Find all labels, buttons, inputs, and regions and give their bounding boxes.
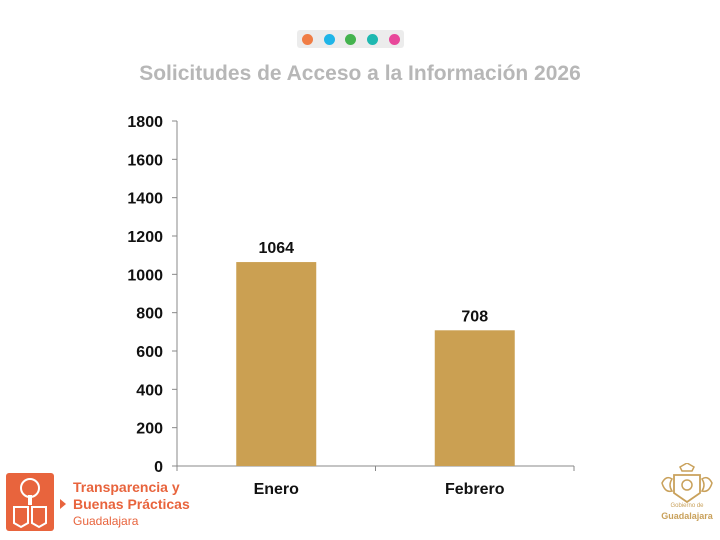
bar — [236, 262, 317, 466]
gobierno-label: Gobierno de — [670, 503, 704, 509]
dot-teal — [367, 34, 378, 45]
dot-green — [345, 34, 356, 45]
y-tick-label: 600 — [136, 344, 163, 361]
transparencia-emblem-icon — [6, 473, 54, 531]
dot-blue — [324, 34, 335, 45]
chart-title: Solicitudes de Acceso a la Información 2… — [139, 62, 581, 85]
bar — [434, 330, 515, 466]
play-arrow-icon — [60, 499, 66, 509]
category-label: Enero — [254, 481, 300, 498]
y-tick-label: 800 — [136, 306, 163, 323]
logo-line-1: Transparencia y — [73, 479, 180, 495]
coat-of-arms-icon — [661, 462, 713, 504]
category-label: Febrero — [445, 481, 505, 498]
y-tick-label: 200 — [136, 421, 163, 438]
y-tick-label: 1800 — [127, 114, 163, 131]
dot-orange — [302, 34, 313, 45]
y-tick-label: 400 — [136, 382, 163, 399]
transparencia-logo: Transparencia y Buenas Prácticas Guadala… — [6, 473, 196, 535]
dot-pink — [389, 34, 400, 45]
logo-line-2: Buenas Prácticas — [73, 496, 190, 512]
y-tick-label: 1400 — [127, 191, 163, 208]
color-dots-bar — [297, 30, 404, 48]
data-label: 1064 — [258, 240, 294, 257]
logo-line-3: Guadalajara — [73, 514, 139, 528]
gobierno-logo: Gobierno de Guadalajara — [656, 462, 718, 533]
y-tick-label: 0 — [154, 459, 163, 476]
y-tick-label: 1000 — [127, 267, 163, 284]
y-tick-label: 1200 — [127, 229, 163, 246]
guadalajara-label: Guadalajara — [661, 511, 713, 521]
y-tick-label: 1600 — [127, 152, 163, 169]
data-label: 708 — [461, 308, 488, 325]
